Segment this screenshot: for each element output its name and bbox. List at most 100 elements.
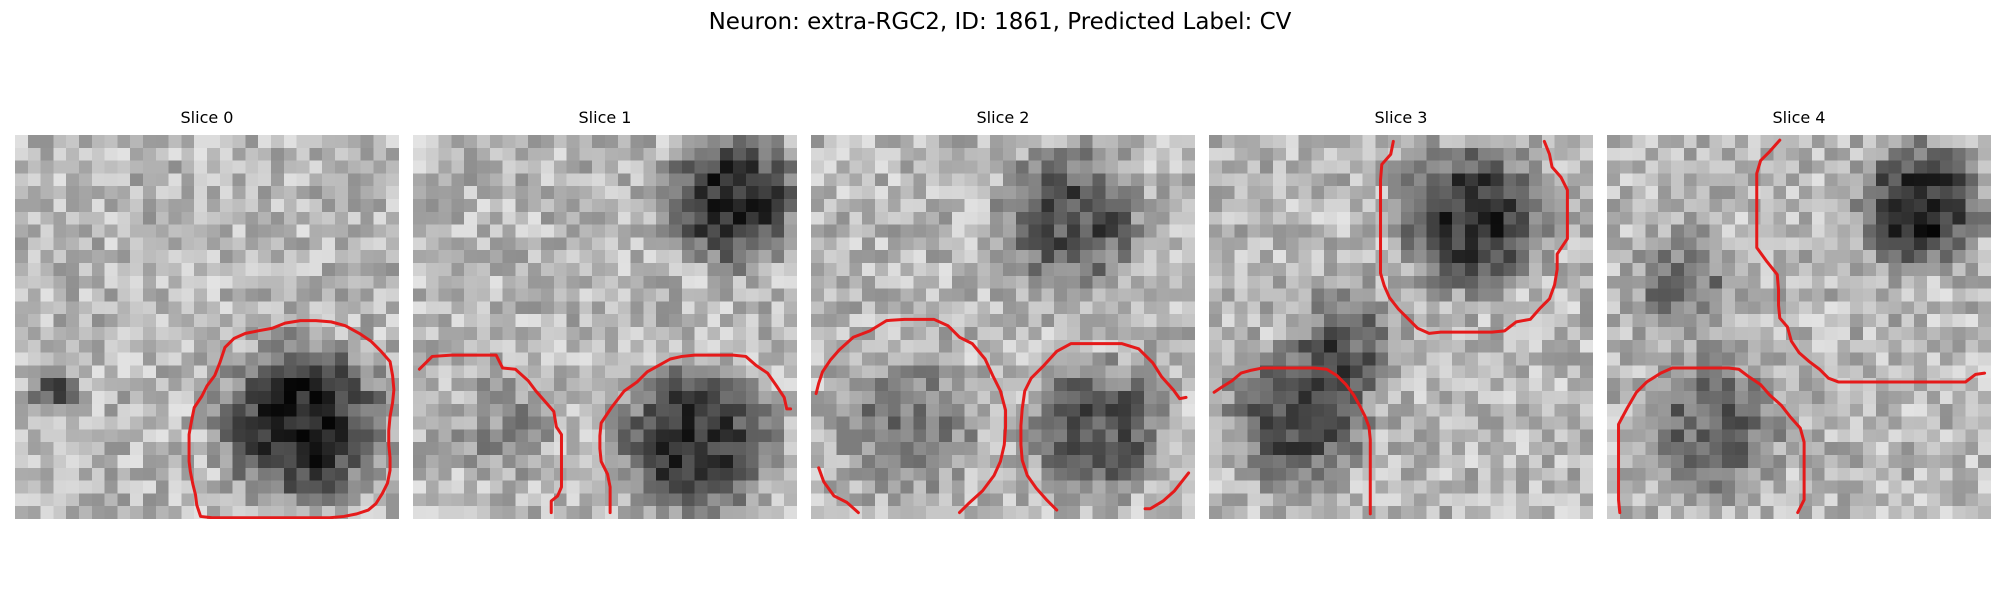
image-pixel: [1516, 173, 1530, 187]
image-pixel: [1529, 391, 1543, 405]
image-pixel: [1786, 301, 1800, 315]
image-pixel: [745, 352, 759, 366]
image-pixel: [1452, 493, 1466, 507]
image-pixel: [1234, 378, 1248, 392]
image-pixel: [104, 455, 118, 469]
image-pixel: [1760, 467, 1774, 481]
image-pixel: [1619, 135, 1633, 149]
image-pixel: [489, 263, 503, 277]
image-pixel: [347, 314, 361, 328]
image-pixel: [1799, 301, 1813, 315]
image-pixel: [194, 211, 208, 225]
image-pixel: [1875, 442, 1889, 456]
image-pixel: [862, 288, 876, 302]
image-pixel: [386, 160, 399, 174]
image-pixel: [1337, 327, 1351, 341]
image-pixel: [1221, 147, 1235, 161]
image-pixel: [53, 186, 67, 200]
image-pixel: [219, 173, 233, 187]
image-pixel: [758, 147, 772, 161]
image-pixel: [681, 237, 695, 251]
image-pixel: [862, 365, 876, 379]
image-pixel: [79, 429, 93, 443]
image-pixel: [1696, 442, 1710, 456]
image-pixel: [1324, 403, 1338, 417]
image-pixel: [53, 224, 67, 238]
image-pixel: [451, 480, 465, 494]
image-pixel: [15, 160, 29, 174]
image-pixel: [977, 442, 991, 456]
image-pixel: [40, 211, 54, 225]
image-pixel: [939, 506, 953, 519]
image-pixel: [258, 135, 272, 149]
image-pixel: [1965, 160, 1979, 174]
image-pixel: [1131, 352, 1145, 366]
image-pixel: [245, 429, 259, 443]
image-pixel: [91, 275, 105, 289]
image-pixel: [1182, 480, 1195, 494]
image-pixel: [1054, 199, 1068, 213]
image-pixel: [1209, 135, 1223, 149]
image-pixel: [1619, 493, 1633, 507]
image-pixel: [990, 186, 1004, 200]
image-pixel: [1426, 493, 1440, 507]
image-pixel: [1671, 237, 1685, 251]
image-pixel: [438, 314, 452, 328]
image-pixel: [425, 339, 439, 353]
image-pixel: [322, 429, 336, 443]
image-pixel: [977, 467, 991, 481]
image-pixel: [489, 467, 503, 481]
image-pixel: [1619, 416, 1633, 430]
image-pixel: [1465, 506, 1479, 519]
image-pixel: [745, 416, 759, 430]
image-pixel: [528, 224, 542, 238]
image-pixel: [309, 173, 323, 187]
image-pixel: [1285, 211, 1299, 225]
image-pixel: [1401, 327, 1415, 341]
image-pixel: [1939, 391, 1953, 405]
image-pixel: [1067, 352, 1081, 366]
image-pixel: [1735, 147, 1749, 161]
slice-image-0: [15, 135, 399, 519]
image-pixel: [977, 186, 991, 200]
image-pixel: [1285, 147, 1299, 161]
image-pixel: [771, 467, 785, 481]
image-pixel: [258, 365, 272, 379]
image-pixel: [1978, 301, 1991, 315]
image-pixel: [40, 480, 54, 494]
image-pixel: [1696, 416, 1710, 430]
image-pixel: [347, 135, 361, 149]
image-pixel: [1875, 480, 1889, 494]
image-pixel: [1722, 314, 1736, 328]
image-pixel: [502, 327, 516, 341]
image-pixel: [1683, 493, 1697, 507]
image-pixel: [720, 288, 734, 302]
image-pixel: [245, 506, 259, 519]
image-pixel: [1234, 224, 1248, 238]
image-pixel: [1388, 250, 1402, 264]
image-pixel: [155, 314, 169, 328]
image-pixel: [579, 391, 593, 405]
image-pixel: [1362, 288, 1376, 302]
image-pixel: [283, 263, 297, 277]
image-pixel: [1131, 250, 1145, 264]
image-pixel: [335, 352, 349, 366]
image-pixel: [592, 275, 606, 289]
image-pixel: [1247, 352, 1261, 366]
image-pixel: [1105, 224, 1119, 238]
image-pixel: [1182, 378, 1195, 392]
image-pixel: [1747, 263, 1761, 277]
image-pixel: [964, 288, 978, 302]
image-pixel: [1824, 429, 1838, 443]
image-pixel: [694, 467, 708, 481]
image-pixel: [104, 416, 118, 430]
image-pixel: [1722, 403, 1736, 417]
image-pixel: [373, 237, 387, 251]
image-pixel: [245, 416, 259, 430]
image-pixel: [1118, 352, 1132, 366]
image-pixel: [1965, 455, 1979, 469]
image-pixel: [1028, 429, 1042, 443]
image-pixel: [15, 442, 29, 456]
image-pixel: [1696, 263, 1710, 277]
image-pixel: [1477, 314, 1491, 328]
